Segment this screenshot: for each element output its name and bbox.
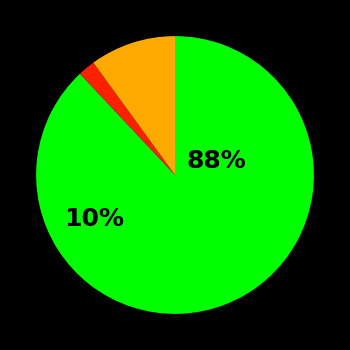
Text: 10%: 10% <box>64 208 125 231</box>
Wedge shape <box>36 36 314 314</box>
Text: 88%: 88% <box>187 149 246 173</box>
Wedge shape <box>80 63 175 175</box>
Wedge shape <box>93 36 175 175</box>
